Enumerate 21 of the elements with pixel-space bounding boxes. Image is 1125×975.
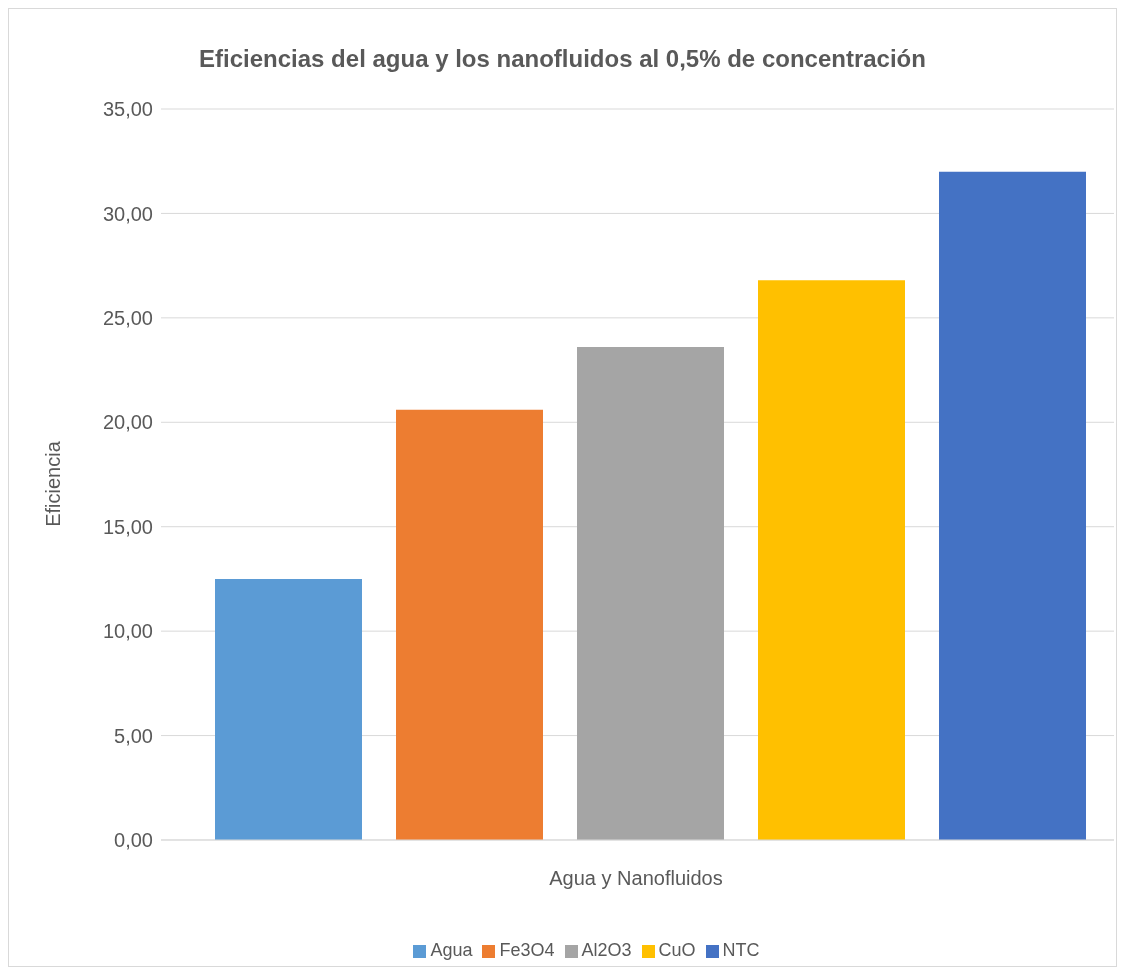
bar: [396, 409, 543, 840]
y-tick-label: 30,00: [102, 202, 153, 225]
bar: [939, 171, 1086, 840]
bar: [577, 347, 724, 840]
bar: [215, 578, 362, 840]
y-tick-label: 25,00: [102, 306, 153, 329]
legend-label: Al2O3: [581, 940, 632, 960]
bar: [758, 280, 905, 840]
chart-title: Eficiencias del agua y los nanofluidos al 0,5% de concentración: [198, 45, 927, 73]
legend-label: Fe3O4: [499, 940, 555, 960]
y-tick-label: 5,00: [114, 724, 153, 747]
legend-label: NTC: [722, 940, 760, 960]
y-tick-label: 10,00: [102, 620, 153, 643]
y-axis-title: Eficiencia: [41, 441, 65, 527]
y-tick-label: 0,00: [114, 829, 153, 852]
legend-label: Agua: [430, 940, 473, 960]
y-tick-label: 35,00: [102, 98, 153, 121]
legend-label: CuO: [658, 940, 696, 960]
y-tick-label: 15,00: [102, 515, 153, 538]
y-tick-label: 20,00: [102, 411, 153, 434]
x-axis-title: Agua y Nanofluidos: [548, 867, 724, 890]
